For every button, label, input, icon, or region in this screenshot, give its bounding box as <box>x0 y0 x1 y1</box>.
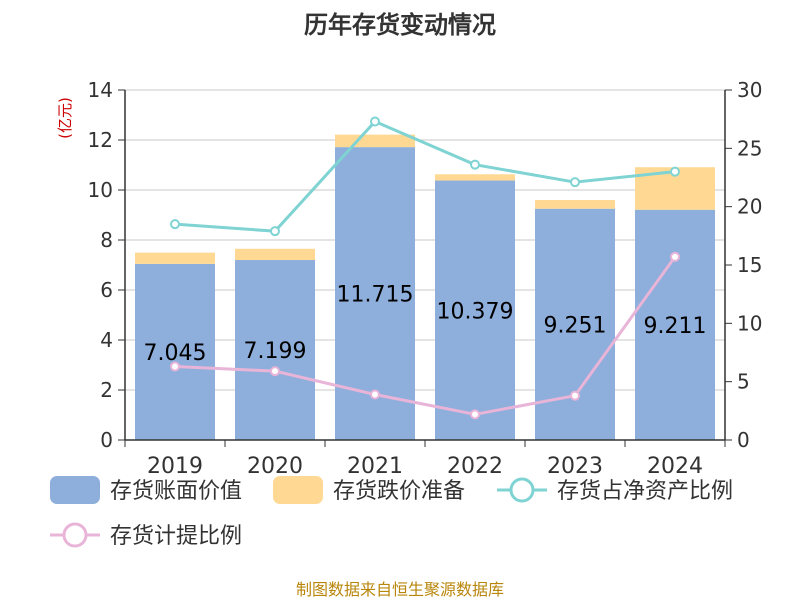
bar-data-label: 11.715 <box>337 283 414 308</box>
series-lines <box>170 116 680 420</box>
x-axis-tick-label: 2019 <box>147 454 203 479</box>
bar-book-value <box>435 180 515 440</box>
left-axis-tick-label: 10 <box>88 178 113 202</box>
line-point <box>270 366 280 377</box>
line-point <box>270 226 280 237</box>
bar-book-value <box>635 209 715 440</box>
line-point <box>570 177 580 188</box>
bar-impairment-provision <box>435 174 515 181</box>
line-point <box>670 251 680 262</box>
legend-impairment-label: 存货跌价准备 <box>333 479 465 504</box>
bar-impairment-provision <box>235 248 315 261</box>
left-axis-tick-label: 8 <box>100 228 113 252</box>
bar-data-label: 9.251 <box>544 313 607 338</box>
right-axis-tick-label: 25 <box>737 136 762 160</box>
source-note: 制图数据来自恒生聚源数据库 <box>296 580 504 599</box>
legend-provision-ratio-label: 存货计提比例 <box>110 524 242 549</box>
bar-data-label: 7.199 <box>244 339 307 364</box>
bar-data-label: 10.379 <box>437 299 514 324</box>
bar-book-value <box>235 260 315 440</box>
left-axis-tick-label: 12 <box>88 128 113 152</box>
legend-book-value-label: 存货账面价值 <box>110 479 242 504</box>
line-point <box>370 116 380 127</box>
left-axis-tick-label: 14 <box>88 78 113 102</box>
bar-impairment-provision <box>535 199 615 209</box>
x-axis-tick-label: 2023 <box>547 454 603 479</box>
bar-data-label: 9.211 <box>644 314 707 339</box>
x-axis-tick-label: 2021 <box>347 454 403 479</box>
line-point <box>170 219 180 230</box>
legend-impairment-swatch <box>273 476 323 504</box>
line-point <box>370 389 380 400</box>
right-axis-tick-label: 0 <box>737 428 750 452</box>
line-provision-ratio <box>174 255 677 416</box>
right-axis-tick-label: 30 <box>737 78 762 102</box>
right-axis-tick-label: 20 <box>737 195 762 219</box>
line-point <box>470 159 480 170</box>
left-axis-tick-label: 6 <box>100 278 113 302</box>
left-axis-tick-label: 4 <box>100 328 113 352</box>
axes: 0 2 4 6 8 10 12 14 0 5 10 15 20 25 30 2019 2020 2021 2022 2… <box>88 78 763 479</box>
line-point <box>670 166 680 177</box>
right-axis-tick-label: 15 <box>737 253 762 277</box>
line-point <box>570 390 580 401</box>
bar-impairment-provision <box>135 252 215 264</box>
legend-net-assets-ratio-swatch-marker <box>509 477 535 503</box>
line-point <box>170 361 180 372</box>
left-axis-unit: (亿元) <box>56 97 74 139</box>
right-axis-tick-label: 5 <box>737 370 750 394</box>
bar-impairment-provision <box>335 134 415 148</box>
x-axis-tick-label: 2020 <box>247 454 303 479</box>
line-point <box>470 409 480 420</box>
left-axis-tick-label: 0 <box>100 428 113 452</box>
x-axis-tick-label: 2024 <box>647 454 703 479</box>
legend-book-value-swatch <box>50 476 100 504</box>
bar-book-value <box>135 263 215 440</box>
chart-title: 历年存货变动情况 <box>304 11 496 39</box>
right-axis-tick-label: 10 <box>737 311 762 335</box>
bars <box>135 134 715 440</box>
gridlines <box>125 89 725 391</box>
line-inventory-to-net-assets <box>174 119 676 233</box>
x-axis-tick-label: 2022 <box>447 454 503 479</box>
left-axis-tick-label: 2 <box>100 378 113 402</box>
legend-net-assets-ratio-label: 存货占净资产比例 <box>557 479 733 504</box>
legend-provision-ratio-swatch-marker <box>62 522 88 548</box>
